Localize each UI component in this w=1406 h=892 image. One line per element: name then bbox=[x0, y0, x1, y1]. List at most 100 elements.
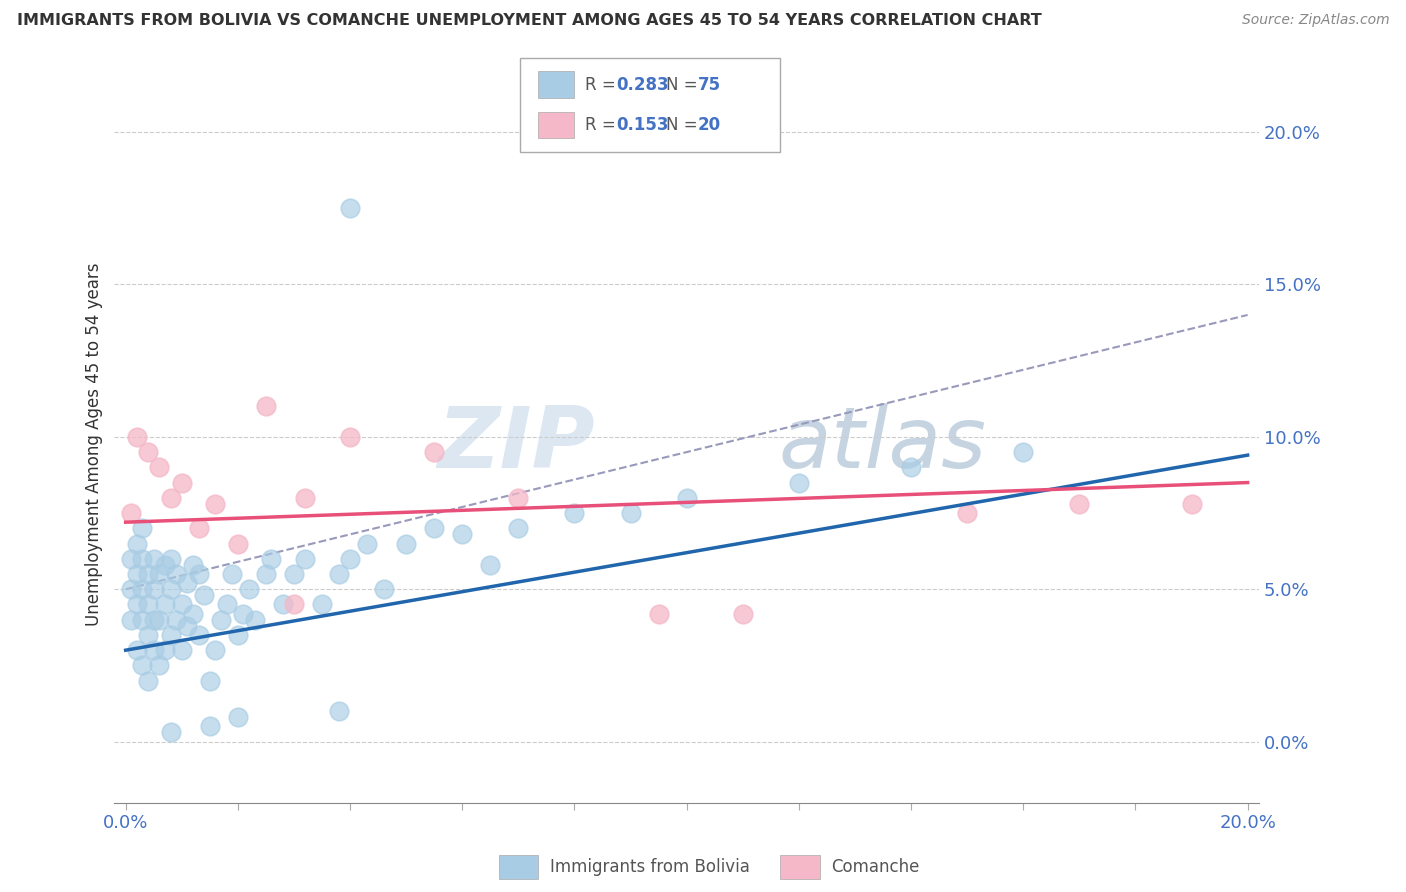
Text: atlas: atlas bbox=[778, 403, 986, 486]
Point bbox=[311, 598, 333, 612]
Point bbox=[254, 400, 277, 414]
Point bbox=[238, 582, 260, 597]
Point bbox=[120, 506, 142, 520]
Point bbox=[187, 628, 209, 642]
Point bbox=[226, 710, 249, 724]
Point bbox=[187, 521, 209, 535]
Point bbox=[159, 628, 181, 642]
Point bbox=[136, 598, 159, 612]
Point bbox=[479, 558, 502, 572]
Point bbox=[165, 567, 187, 582]
Point bbox=[120, 551, 142, 566]
Point bbox=[451, 527, 474, 541]
Point bbox=[136, 445, 159, 459]
Point bbox=[148, 460, 170, 475]
Point bbox=[159, 491, 181, 505]
Point bbox=[328, 567, 350, 582]
Point bbox=[153, 558, 176, 572]
Point bbox=[423, 445, 446, 459]
Text: N =: N = bbox=[666, 76, 703, 94]
Point bbox=[125, 643, 148, 657]
Point bbox=[339, 430, 361, 444]
Point bbox=[148, 613, 170, 627]
Text: R =: R = bbox=[585, 116, 621, 134]
Point bbox=[271, 598, 294, 612]
Point bbox=[339, 201, 361, 215]
Point bbox=[198, 719, 221, 733]
Point bbox=[153, 598, 176, 612]
Point bbox=[125, 598, 148, 612]
Point bbox=[283, 598, 305, 612]
Point bbox=[131, 551, 153, 566]
Point bbox=[120, 613, 142, 627]
Point bbox=[215, 598, 238, 612]
Point bbox=[142, 551, 165, 566]
Point bbox=[395, 536, 418, 550]
Point bbox=[254, 567, 277, 582]
Point bbox=[159, 725, 181, 739]
Point bbox=[260, 551, 283, 566]
Point bbox=[209, 613, 232, 627]
Point bbox=[204, 497, 226, 511]
Point bbox=[564, 506, 586, 520]
Text: 0.153: 0.153 bbox=[616, 116, 668, 134]
Point bbox=[125, 430, 148, 444]
Point bbox=[1069, 497, 1091, 511]
Text: IMMIGRANTS FROM BOLIVIA VS COMANCHE UNEMPLOYMENT AMONG AGES 45 TO 54 YEARS CORRE: IMMIGRANTS FROM BOLIVIA VS COMANCHE UNEM… bbox=[17, 13, 1042, 29]
Point bbox=[125, 567, 148, 582]
Point bbox=[204, 643, 226, 657]
Point bbox=[142, 613, 165, 627]
Point bbox=[294, 491, 316, 505]
Point bbox=[232, 607, 254, 621]
Point bbox=[423, 521, 446, 535]
Point bbox=[1012, 445, 1035, 459]
Point bbox=[170, 598, 193, 612]
Point bbox=[226, 536, 249, 550]
Point bbox=[142, 582, 165, 597]
Point bbox=[131, 613, 153, 627]
Text: ZIP: ZIP bbox=[437, 403, 595, 486]
Text: Immigrants from Bolivia: Immigrants from Bolivia bbox=[550, 858, 749, 876]
Point bbox=[136, 567, 159, 582]
Point bbox=[328, 704, 350, 718]
Point bbox=[153, 643, 176, 657]
Point bbox=[619, 506, 641, 520]
Point bbox=[283, 567, 305, 582]
Point bbox=[159, 551, 181, 566]
Point bbox=[356, 536, 378, 550]
Point bbox=[675, 491, 697, 505]
Point bbox=[187, 567, 209, 582]
Point bbox=[170, 475, 193, 490]
Point bbox=[731, 607, 754, 621]
Point bbox=[787, 475, 810, 490]
Point bbox=[125, 536, 148, 550]
Point bbox=[900, 460, 922, 475]
Text: Source: ZipAtlas.com: Source: ZipAtlas.com bbox=[1241, 13, 1389, 28]
Point bbox=[131, 582, 153, 597]
Point bbox=[294, 551, 316, 566]
Point bbox=[181, 558, 204, 572]
Point bbox=[339, 551, 361, 566]
Point bbox=[647, 607, 669, 621]
Point bbox=[373, 582, 395, 597]
Text: 0.283: 0.283 bbox=[616, 76, 668, 94]
Point bbox=[1180, 497, 1202, 511]
Point bbox=[159, 582, 181, 597]
Text: 20: 20 bbox=[697, 116, 720, 134]
Point bbox=[181, 607, 204, 621]
Point bbox=[193, 588, 215, 602]
Point bbox=[148, 658, 170, 673]
Text: 75: 75 bbox=[697, 76, 720, 94]
Point bbox=[508, 521, 530, 535]
Point bbox=[142, 643, 165, 657]
Point bbox=[165, 613, 187, 627]
Point bbox=[221, 567, 243, 582]
Point bbox=[226, 628, 249, 642]
Point bbox=[243, 613, 266, 627]
Point bbox=[120, 582, 142, 597]
Point bbox=[136, 628, 159, 642]
Text: Comanche: Comanche bbox=[831, 858, 920, 876]
Y-axis label: Unemployment Among Ages 45 to 54 years: Unemployment Among Ages 45 to 54 years bbox=[86, 263, 103, 626]
Point bbox=[956, 506, 979, 520]
Point bbox=[148, 567, 170, 582]
